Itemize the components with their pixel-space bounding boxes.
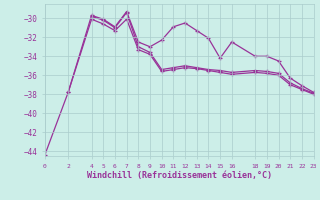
X-axis label: Windchill (Refroidissement éolien,°C): Windchill (Refroidissement éolien,°C) — [87, 171, 272, 180]
